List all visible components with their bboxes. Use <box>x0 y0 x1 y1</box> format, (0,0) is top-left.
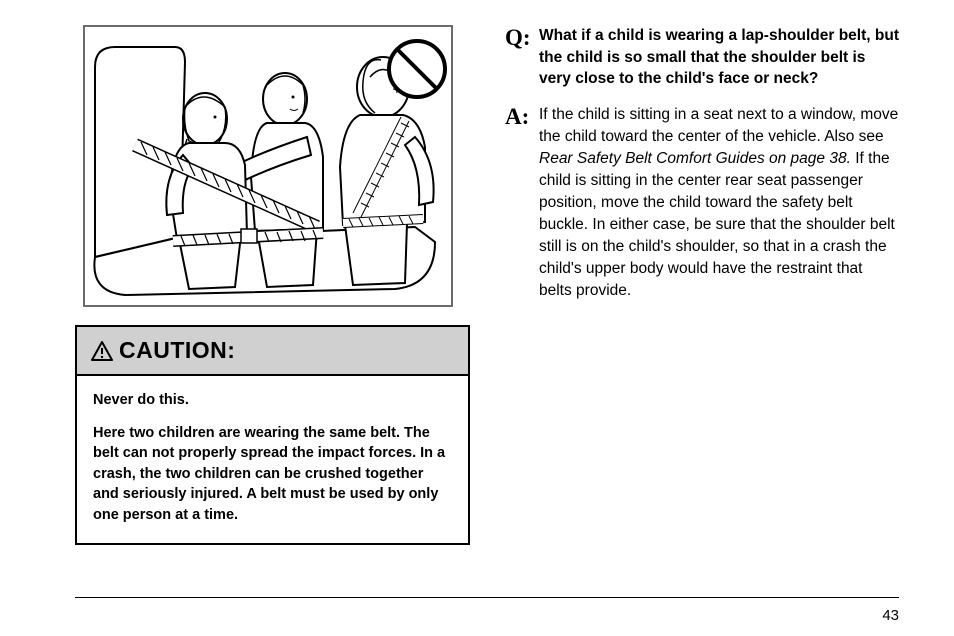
footer-rule <box>75 597 899 598</box>
question-text: What if a child is wearing a lap-shoulde… <box>539 25 899 90</box>
safety-illustration <box>83 25 453 307</box>
answer-row: A: If the child is sitting in a seat nex… <box>505 104 899 302</box>
answer-ref: Rear Safety Belt Comfort Guides on page … <box>539 150 851 167</box>
answer-text: If the child is sitting in a seat next t… <box>539 104 899 302</box>
illustration-svg <box>85 27 453 307</box>
caution-box: CAUTION: Never do this. Here two childre… <box>75 325 470 545</box>
caution-body: Never do this. Here two children are wea… <box>77 376 468 543</box>
question-row: Q: What if a child is wearing a lap-shou… <box>505 25 899 90</box>
q-label: Q: <box>505 25 533 90</box>
right-column: Q: What if a child is wearing a lap-shou… <box>505 20 899 580</box>
warning-triangle-icon <box>91 341 113 361</box>
page-content: CAUTION: Never do this. Here two childre… <box>75 20 899 580</box>
caution-header: CAUTION: <box>77 327 468 376</box>
answer-post: If the child is sitting in the center re… <box>539 150 895 299</box>
a-label: A: <box>505 104 533 302</box>
answer-pre: If the child is sitting in a seat next t… <box>539 106 898 145</box>
left-column: CAUTION: Never do this. Here two childre… <box>75 20 470 580</box>
page-number: 43 <box>882 607 899 624</box>
caution-text: Here two children are wearing the same b… <box>93 423 452 526</box>
caution-title: CAUTION: <box>119 337 235 364</box>
caution-lead: Never do this. <box>93 390 452 411</box>
